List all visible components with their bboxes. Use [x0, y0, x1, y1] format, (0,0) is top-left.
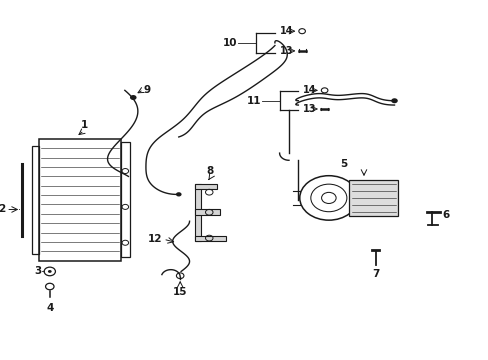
Text: 4: 4	[46, 303, 53, 312]
Circle shape	[176, 192, 181, 197]
Polygon shape	[195, 184, 201, 241]
Text: 6: 6	[442, 210, 448, 220]
Polygon shape	[348, 180, 398, 216]
Text: 8: 8	[206, 166, 214, 176]
Text: 12: 12	[147, 234, 162, 244]
Text: 3: 3	[34, 266, 41, 276]
Text: 14: 14	[279, 26, 292, 36]
Text: 2: 2	[0, 204, 5, 215]
Polygon shape	[195, 235, 225, 241]
Text: 5: 5	[339, 159, 346, 170]
Polygon shape	[195, 210, 219, 215]
Text: 13: 13	[303, 104, 316, 114]
Text: 9: 9	[143, 85, 150, 95]
Circle shape	[48, 270, 52, 273]
Text: 10: 10	[223, 38, 237, 48]
Text: 7: 7	[371, 269, 379, 279]
Text: 11: 11	[246, 96, 260, 106]
Text: 14: 14	[303, 85, 316, 95]
Circle shape	[390, 98, 397, 103]
Circle shape	[130, 95, 136, 100]
Text: 1: 1	[81, 120, 88, 130]
Polygon shape	[195, 184, 216, 189]
Text: 15: 15	[173, 287, 187, 297]
Text: 13: 13	[279, 46, 292, 56]
